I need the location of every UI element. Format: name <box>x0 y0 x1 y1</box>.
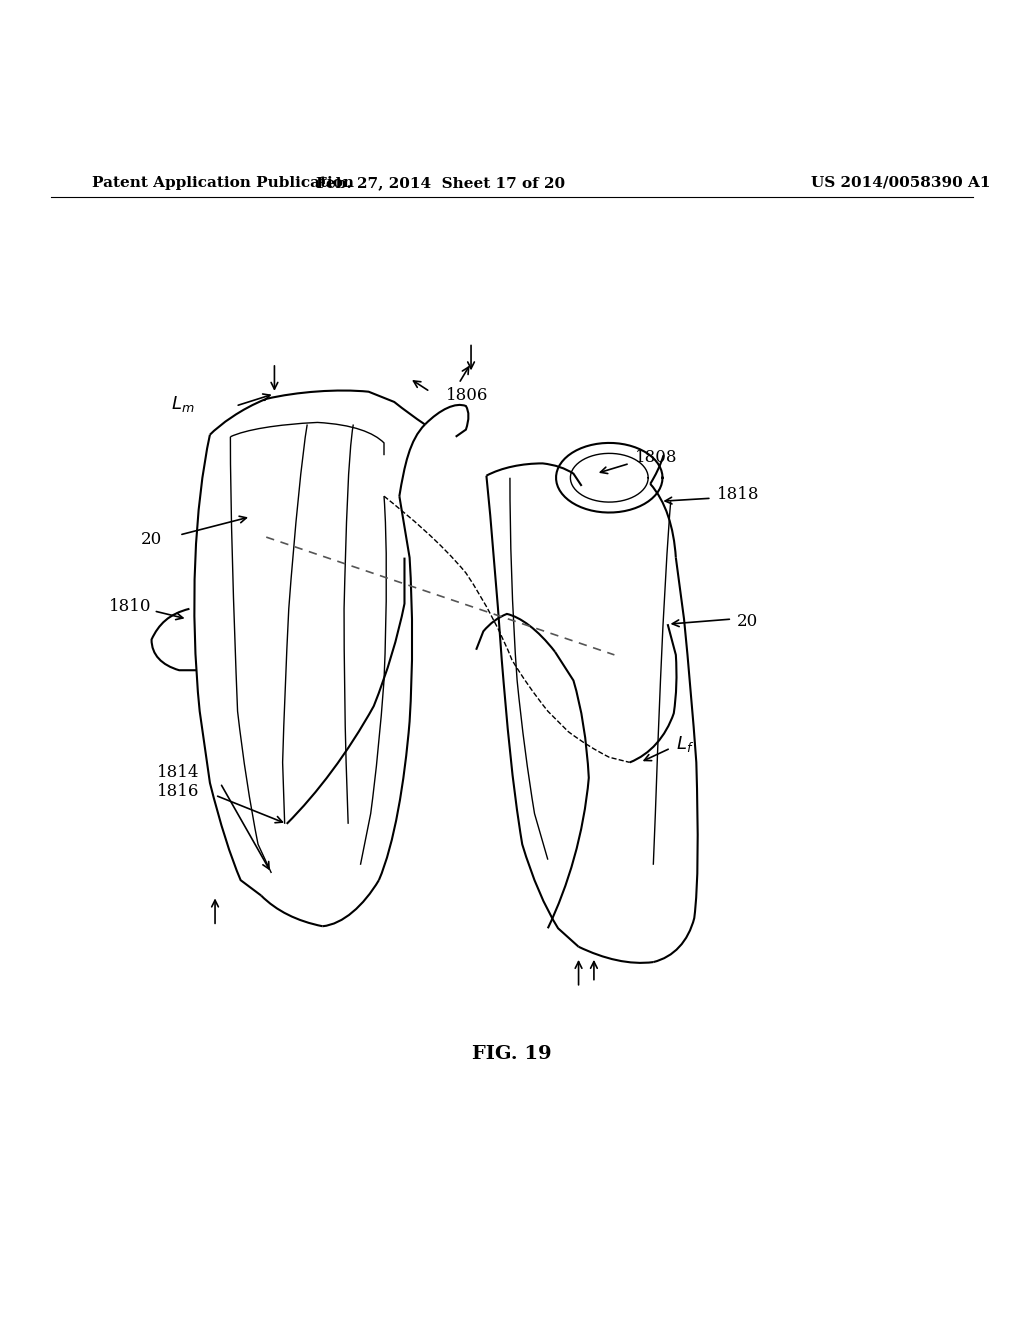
Text: 1814: 1814 <box>157 764 200 781</box>
Text: 1816: 1816 <box>158 783 200 800</box>
Text: 1818: 1818 <box>717 486 760 503</box>
Text: $L_f$: $L_f$ <box>676 734 694 754</box>
Text: FIG. 19: FIG. 19 <box>472 1045 552 1063</box>
Text: 1810: 1810 <box>109 598 152 615</box>
Text: 20: 20 <box>737 612 759 630</box>
Text: 20: 20 <box>140 531 162 548</box>
Text: US 2014/0058390 A1: US 2014/0058390 A1 <box>811 176 991 190</box>
Text: Patent Application Publication: Patent Application Publication <box>92 176 354 190</box>
Text: Feb. 27, 2014  Sheet 17 of 20: Feb. 27, 2014 Sheet 17 of 20 <box>315 176 565 190</box>
Text: 1806: 1806 <box>445 387 487 404</box>
Text: 1808: 1808 <box>635 449 678 466</box>
Text: $L_m$: $L_m$ <box>171 393 195 414</box>
